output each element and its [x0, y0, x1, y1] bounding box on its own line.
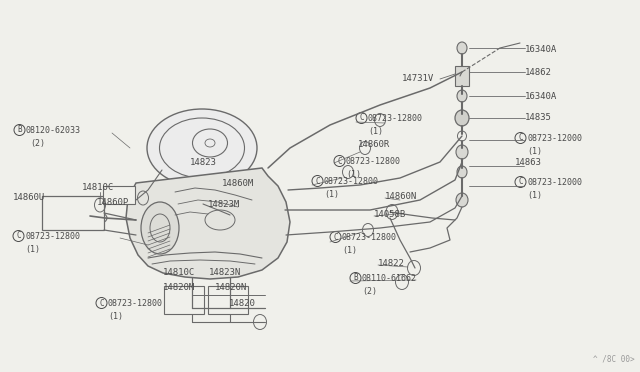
- Text: (1): (1): [368, 127, 383, 136]
- FancyBboxPatch shape: [42, 196, 104, 230]
- Ellipse shape: [456, 193, 468, 207]
- Text: (1): (1): [25, 245, 40, 254]
- Text: ^ /8C 00>: ^ /8C 00>: [593, 355, 635, 364]
- Text: 14860U: 14860U: [13, 193, 45, 202]
- PathPatch shape: [126, 168, 290, 279]
- Text: 14810C: 14810C: [82, 183, 115, 192]
- Text: 14823M: 14823M: [208, 200, 240, 209]
- Ellipse shape: [457, 90, 467, 102]
- Ellipse shape: [141, 202, 179, 254]
- Text: C: C: [518, 177, 523, 186]
- Text: 08723-12800: 08723-12800: [346, 157, 401, 166]
- Text: 08120-62033: 08120-62033: [26, 126, 81, 135]
- Ellipse shape: [456, 145, 468, 159]
- Text: C: C: [337, 157, 342, 166]
- FancyBboxPatch shape: [103, 186, 135, 204]
- Text: 14860R: 14860R: [358, 140, 390, 149]
- Text: 14822: 14822: [378, 259, 405, 268]
- Ellipse shape: [147, 109, 257, 187]
- Text: 14820M: 14820M: [163, 283, 195, 292]
- FancyBboxPatch shape: [455, 66, 469, 86]
- Text: 08723-12800: 08723-12800: [324, 177, 379, 186]
- Text: 14823: 14823: [190, 158, 217, 167]
- Ellipse shape: [455, 110, 469, 126]
- Text: 14820: 14820: [229, 299, 256, 308]
- Text: 14862: 14862: [525, 68, 552, 77]
- Text: B: B: [17, 125, 22, 135]
- Text: 14820N: 14820N: [215, 283, 247, 292]
- Text: 14860M: 14860M: [222, 179, 254, 188]
- Text: C: C: [333, 232, 338, 241]
- Ellipse shape: [457, 42, 467, 54]
- Text: C: C: [16, 231, 21, 241]
- Text: 14058B: 14058B: [374, 210, 406, 219]
- Text: 08723-12800: 08723-12800: [368, 114, 423, 123]
- Text: 14731V: 14731V: [402, 74, 434, 83]
- Text: (1): (1): [342, 246, 357, 255]
- Text: 08723-12000: 08723-12000: [527, 178, 582, 187]
- Text: 08723-12800: 08723-12800: [342, 233, 397, 242]
- Text: C: C: [359, 113, 364, 122]
- Text: (1): (1): [324, 190, 339, 199]
- Text: 14860N: 14860N: [385, 192, 417, 201]
- Text: (1): (1): [527, 147, 542, 156]
- Text: (1): (1): [108, 312, 123, 321]
- Text: C: C: [99, 298, 104, 308]
- Text: (1): (1): [346, 170, 361, 179]
- Text: (1): (1): [527, 191, 542, 200]
- Text: 08723-12000: 08723-12000: [527, 134, 582, 143]
- Text: 08723-12800: 08723-12800: [25, 232, 80, 241]
- Text: (2): (2): [362, 287, 377, 296]
- Text: B: B: [353, 273, 358, 282]
- Text: 14810C: 14810C: [163, 268, 195, 277]
- FancyBboxPatch shape: [164, 286, 204, 314]
- Text: 14860P: 14860P: [97, 198, 129, 207]
- FancyBboxPatch shape: [208, 286, 248, 314]
- Text: 14823N: 14823N: [209, 268, 241, 277]
- Ellipse shape: [457, 166, 467, 178]
- Text: 16340A: 16340A: [525, 92, 557, 101]
- Text: 16340A: 16340A: [525, 45, 557, 54]
- Text: 14835: 14835: [525, 113, 552, 122]
- Text: 14863: 14863: [515, 158, 542, 167]
- Text: 08110-61662: 08110-61662: [362, 274, 417, 283]
- Text: 08723-12800: 08723-12800: [108, 299, 163, 308]
- Text: (2): (2): [30, 139, 45, 148]
- Text: C: C: [315, 176, 320, 186]
- Text: C: C: [518, 134, 523, 142]
